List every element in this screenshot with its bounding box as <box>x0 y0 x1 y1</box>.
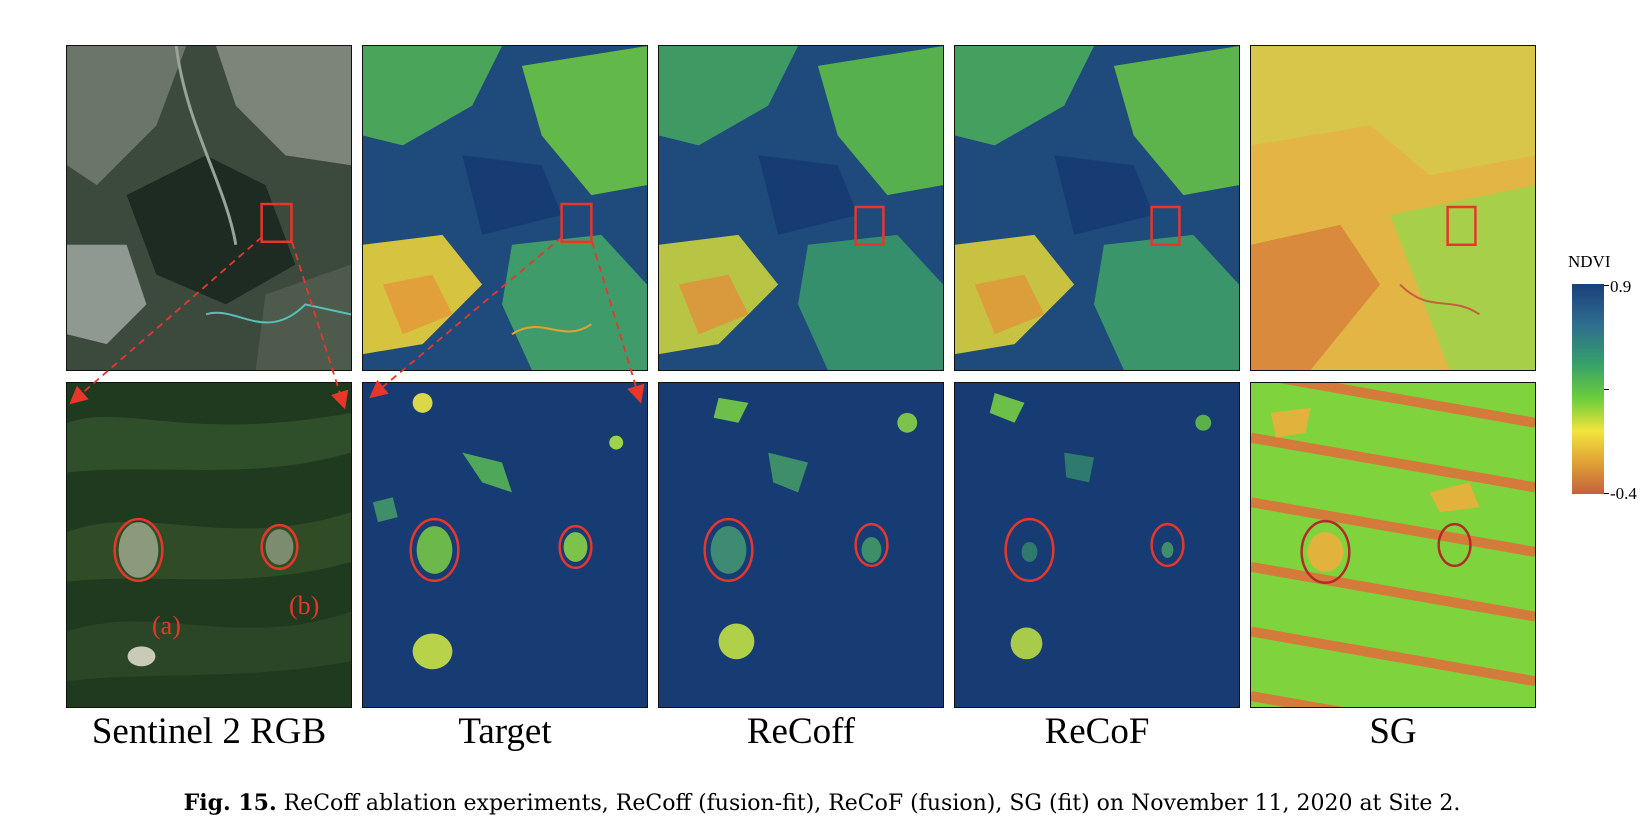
figure-caption: Fig. 15. ReCoff ablation experiments, Re… <box>0 790 1644 816</box>
annotation-b: (b) <box>289 591 320 620</box>
panel-target-overview <box>362 45 648 371</box>
panel-recoff-overview <box>658 45 944 371</box>
colorbar-title: NDVI <box>1568 252 1611 271</box>
column-label-recof: ReCoF <box>1044 711 1150 752</box>
panel-sentinel-rgb-zoom: (a) (b) <box>66 382 352 708</box>
panel-sg-overview <box>1250 45 1536 371</box>
column-label-recoff: ReCoff <box>746 711 856 752</box>
colorbar-tick-max <box>1604 285 1609 286</box>
colorbar-min-label: -0.4 <box>1610 484 1637 503</box>
column-label-target: Target <box>458 711 552 752</box>
colorbar-tick-min <box>1604 493 1609 494</box>
colorbar <box>1572 284 1604 494</box>
panel-sentinel-rgb-overview <box>66 45 352 371</box>
panel-sg-zoom <box>1250 382 1536 708</box>
panel-recoff-zoom <box>658 382 944 708</box>
colorbar-max-label: 0.9 <box>1610 277 1632 296</box>
caption-text: ReCoff ablation experiments, ReCoff (fus… <box>283 791 1461 816</box>
panel-recof-overview <box>954 45 1240 371</box>
column-label-sg: SG <box>1369 711 1417 752</box>
panel-target-zoom <box>362 382 648 708</box>
panel-recof-zoom <box>954 382 1240 708</box>
column-label-sentinel-rgb: Sentinel 2 RGB <box>91 711 327 752</box>
annotation-a: (a) <box>152 611 181 640</box>
caption-label: Fig. 15. <box>183 790 277 816</box>
colorbar-tick-mid <box>1604 389 1609 390</box>
